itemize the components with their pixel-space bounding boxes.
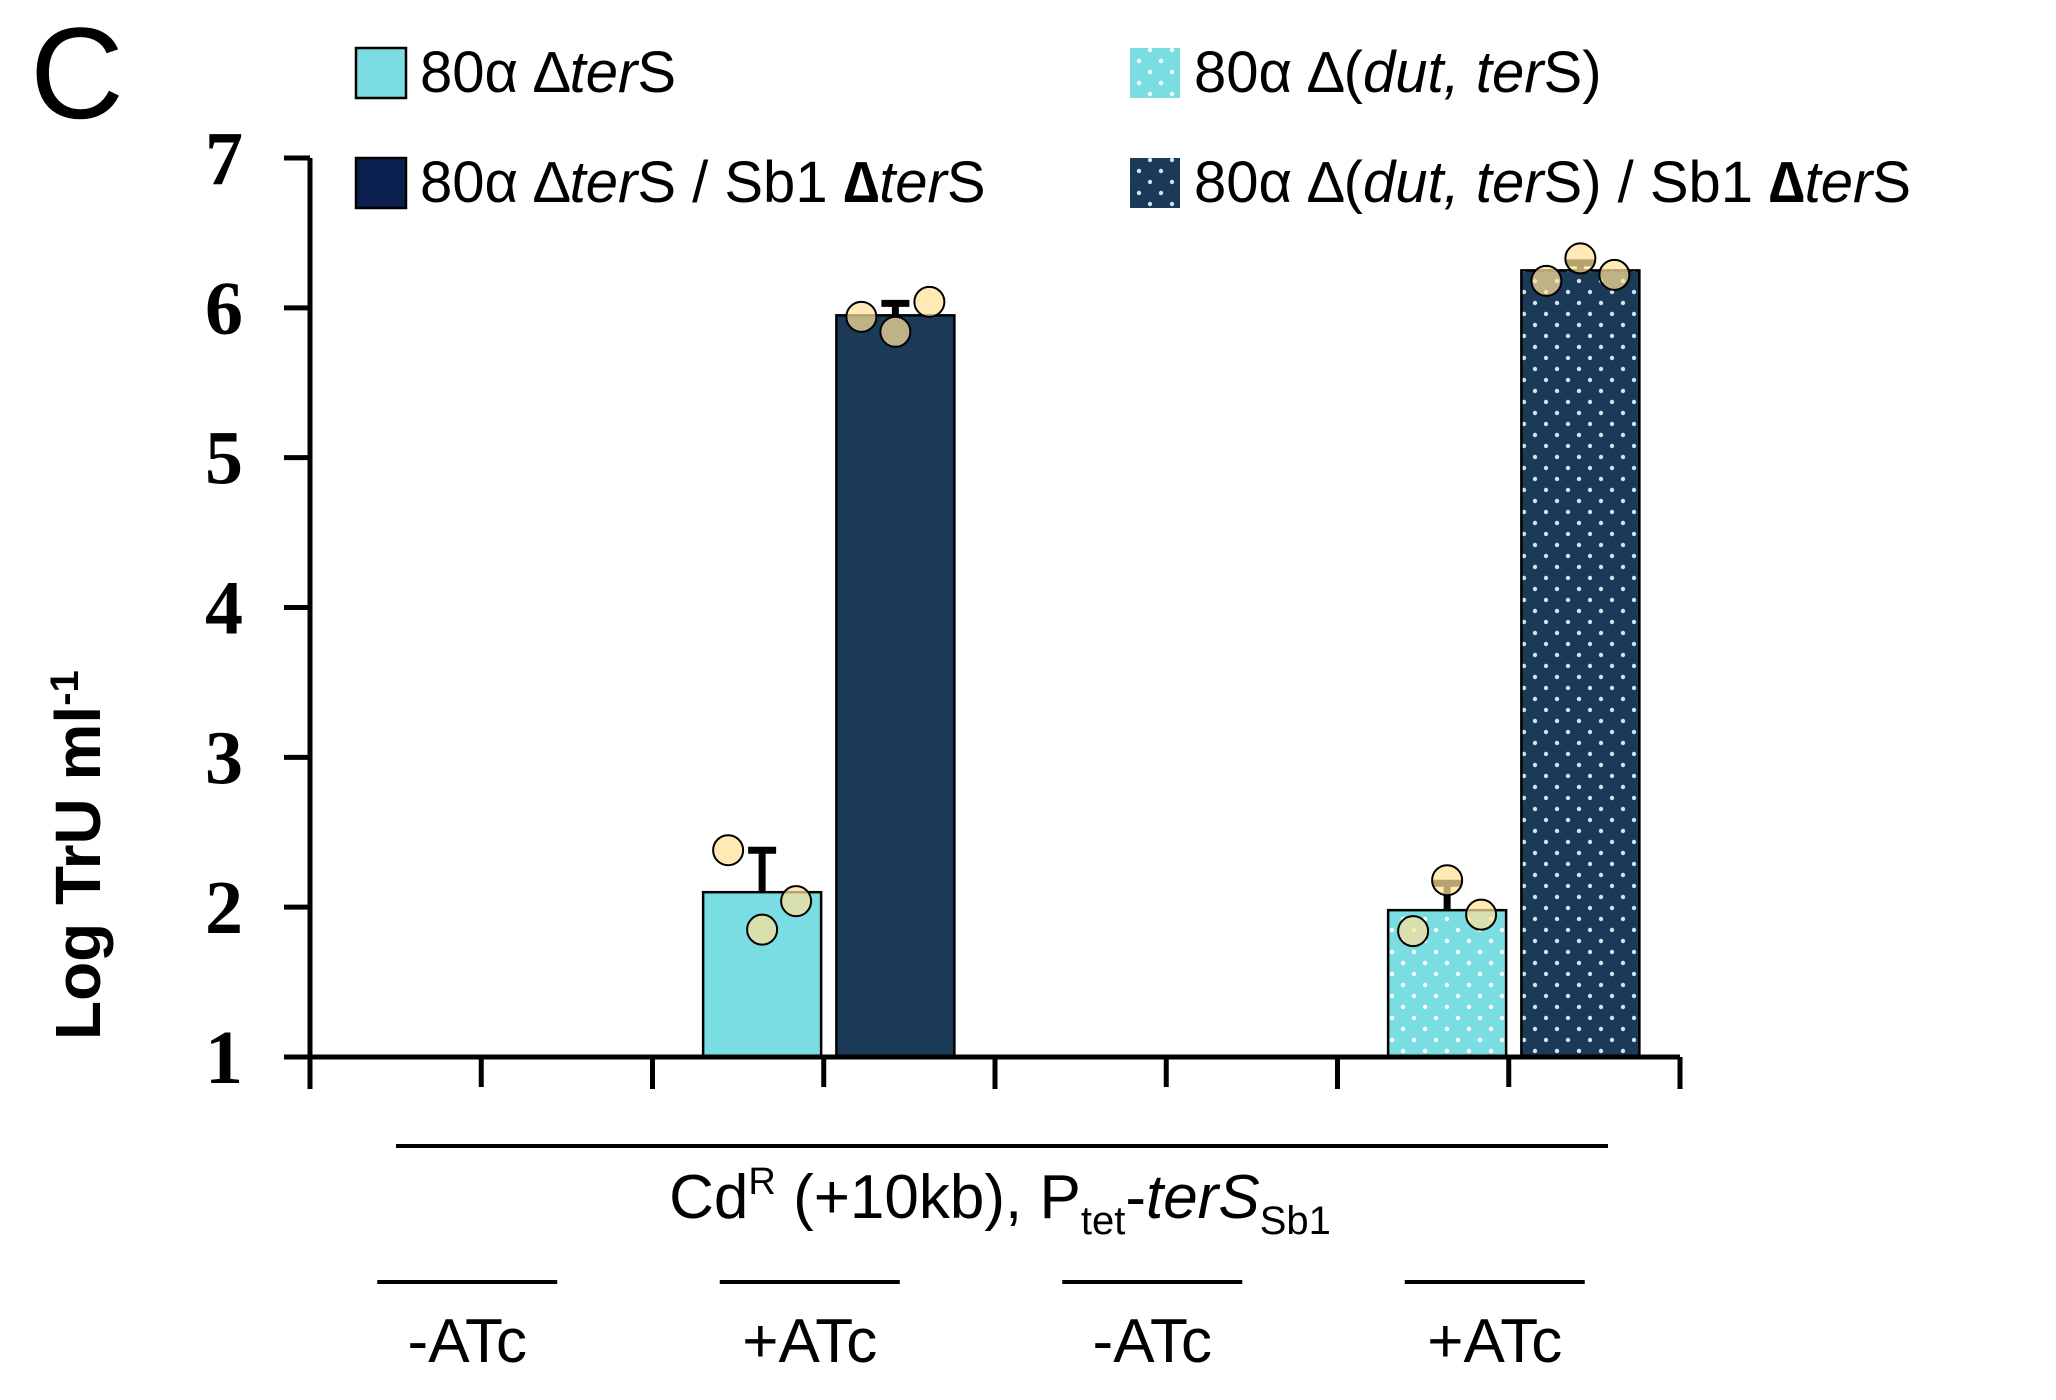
legend-label-part: 80α ∆ [420,150,570,215]
legend-label-part: ter [1805,150,1875,215]
legend-label-part: 80α ∆( [1194,150,1363,215]
replicate-point [712,834,745,867]
y-tick-label: 1 [205,1016,243,1100]
bracket-label-part: Cd [669,1163,748,1232]
replicate-point [1530,264,1563,297]
legend-label-part: ∆ [844,150,880,215]
replicate-point [746,913,779,946]
legend-label: 80α ∆terS [420,40,676,105]
y-axis: 1 2 3 4 5 6 7 [205,117,313,1100]
legend-label-part: S) [1544,40,1602,105]
legend-label-part: ter [879,150,949,215]
y-tick-label: 4 [205,567,243,651]
legend-label-part: 80α ∆ [420,40,570,105]
y-axis-label-text: Log TrU ml [42,706,114,1040]
replicate-point [1598,258,1631,291]
panel-label: C [30,0,124,146]
bracket-label-part: Sb1 [1260,1199,1331,1243]
bar [1520,269,1641,1059]
bar [835,314,956,1059]
y-tick-label: 7 [205,117,243,201]
replicate-point [1431,864,1464,897]
replicate-point [1564,242,1597,275]
group-label: -ATc [1093,1307,1212,1376]
y-tick-label: 3 [205,716,243,800]
bracket-label: CdR (+10kb), Ptet-terSSb1 [669,1161,1331,1243]
bracket-label-part: (+10kb), P [776,1163,1081,1232]
x-axis [307,1054,1683,1089]
legend-label: 80α ∆terS / Sb1 ∆terS [420,150,986,215]
legend-label-part: dut, ter [1363,150,1546,215]
legend-swatch [354,46,408,100]
y-tick-label: 2 [205,866,243,950]
group-labels: -ATc +ATc -ATc +ATc [377,1280,1585,1376]
legend-label-part: S [947,150,986,215]
legend-item: 80α ∆(dut, terS) / Sb1 ∆terS [1130,150,1911,215]
legend-item: 80α ∆(dut, terS) [1130,40,1602,105]
legend-label-part: S [637,40,676,105]
condition-bracket: CdR (+10kb), Ptet-terSSb1 [396,1144,1608,1243]
bars [701,242,1641,1059]
replicate-point [780,885,813,918]
bracket-label-part: - [1125,1163,1146,1232]
legend-label: 80α ∆(dut, terS) [1194,40,1602,105]
replicate-point [1465,898,1498,931]
y-tick-label: 6 [205,267,243,351]
group-label: +ATc [1427,1307,1562,1376]
bracket-label-part: R [748,1161,775,1203]
replicate-point [879,315,912,348]
legend-item: 80α ∆terS / Sb1 ∆terS [354,150,986,215]
bracket-label-part: tet [1081,1199,1125,1243]
legend: 80α ∆terS 80α ∆(dut, terS)80α ∆terS / Sb1… [354,40,1911,215]
legend-label-part: ter [570,40,640,105]
y-axis-label-superscript: -1 [43,670,87,706]
y-axis-label: Log TrU ml-1 [42,670,114,1040]
legend-label-part: S [1872,150,1911,215]
legend-swatch [354,156,408,210]
replicate-point [1397,915,1430,948]
group-label: -ATc [408,1307,527,1376]
legend-label-part: S) / Sb1 [1544,150,1770,215]
y-tick-label: 5 [205,417,243,501]
legend-item: 80α ∆terS [354,40,676,105]
legend-label-part: ter [570,150,640,215]
replicate-point [845,300,878,333]
group-label: +ATc [742,1307,877,1376]
legend-label-part: dut, ter [1363,40,1546,105]
bracket-label-part: terS [1146,1163,1260,1232]
legend-label-part: S / Sb1 [637,150,843,215]
legend-swatch [1130,48,1180,98]
legend-label-part: ∆ [1769,150,1805,215]
legend-label: 80α ∆(dut, terS) / Sb1 ∆terS [1194,150,1911,215]
replicate-point [913,285,946,318]
legend-swatch [1130,158,1180,208]
legend-label-part: 80α ∆( [1194,40,1363,105]
